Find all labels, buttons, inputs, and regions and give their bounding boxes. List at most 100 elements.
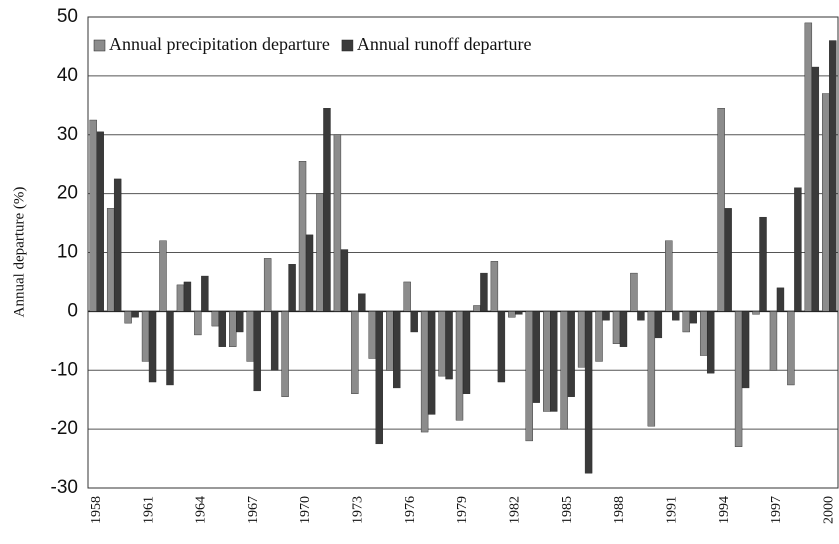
bar: [420, 311, 429, 433]
bar: [689, 311, 697, 324]
bar: [131, 311, 139, 318]
bar: [141, 311, 150, 362]
bar: [699, 311, 708, 356]
bar: [497, 311, 506, 383]
bar: [741, 311, 750, 389]
bar: [462, 311, 471, 395]
bar: [340, 249, 349, 312]
bar: [706, 311, 715, 374]
bar: [794, 187, 802, 312]
bar: [724, 208, 732, 312]
bar: [822, 93, 830, 312]
x-tick-label: 1988: [612, 496, 627, 524]
bar: [270, 311, 279, 371]
bar: [672, 311, 680, 321]
bar: [654, 311, 663, 339]
bar: [734, 311, 743, 447]
bar: [560, 311, 568, 430]
bar: [106, 208, 115, 312]
bar: [637, 311, 645, 321]
bar: [166, 311, 174, 386]
x-tick-label: 1970: [298, 496, 313, 524]
bar: [619, 311, 628, 347]
bar: [218, 311, 227, 347]
bar: [776, 287, 785, 312]
x-tick-label: 1991: [665, 496, 680, 524]
bar: [316, 193, 324, 312]
bar: [595, 311, 603, 362]
x-tick-label: 1961: [141, 496, 156, 524]
y-tick-label: -30: [51, 477, 78, 498]
legend-label: Annual runoff departure: [357, 34, 532, 54]
bar: [159, 240, 167, 312]
bar: [113, 178, 122, 312]
bar: [124, 311, 132, 324]
legend-label: Annual precipitation departure: [109, 34, 330, 54]
bar: [567, 311, 575, 397]
x-tick-label: 1973: [351, 496, 366, 524]
legend-swatch: [341, 39, 354, 52]
bar: [804, 22, 813, 312]
bar: [602, 311, 610, 321]
x-tick-label: 1979: [455, 496, 470, 524]
bar: [351, 311, 359, 395]
bar: [393, 311, 401, 389]
x-tick-label: 1976: [403, 496, 418, 524]
bar: [281, 311, 289, 397]
bar: [532, 311, 540, 403]
bar: [455, 311, 464, 421]
bar: [577, 311, 586, 368]
bar: [375, 311, 383, 445]
bar: [176, 284, 185, 312]
bar: [183, 281, 192, 312]
bar: [445, 311, 453, 380]
bar: [647, 311, 656, 427]
bar: [752, 311, 760, 315]
y-tick-label: 0: [67, 300, 78, 321]
y-tick-label: -10: [51, 359, 78, 380]
y-axis-label: Annual departure (%): [11, 187, 27, 318]
bar: [358, 293, 366, 312]
bar: [211, 311, 220, 327]
y-tick-label: -20: [51, 418, 78, 439]
bar: [829, 40, 837, 312]
bar: [473, 305, 481, 312]
bar: [288, 264, 296, 312]
bar: [201, 275, 209, 312]
bar: [89, 119, 97, 312]
bar: [665, 240, 673, 312]
bar: [333, 134, 342, 312]
bar: [323, 108, 331, 312]
bar: [253, 311, 261, 392]
y-tick-label: 40: [57, 65, 78, 86]
x-tick-label: 1994: [717, 496, 732, 524]
bar: [263, 258, 272, 312]
bar: [96, 131, 104, 312]
bar: [410, 311, 418, 333]
legend-swatch: [93, 39, 106, 52]
bar: [811, 66, 820, 312]
bar: [246, 311, 254, 362]
y-tick-label: 30: [57, 124, 78, 145]
x-tick-label: 1958: [89, 496, 104, 524]
bar: [368, 311, 376, 359]
x-tick-label: 1964: [194, 496, 209, 524]
bar: [525, 311, 533, 442]
bar: [515, 311, 523, 315]
bar: [480, 272, 488, 312]
bar: [386, 311, 394, 371]
y-tick-label: 50: [57, 6, 78, 27]
x-tick-label: 2000: [821, 496, 836, 524]
bar: [229, 311, 237, 347]
bar: [298, 161, 307, 312]
x-tick-label: 1985: [560, 496, 575, 524]
bar: [148, 311, 157, 383]
y-tick-label: 20: [57, 183, 78, 204]
bar: [490, 261, 499, 312]
bar: [717, 108, 725, 312]
bar: [543, 311, 551, 412]
bar: [508, 311, 516, 318]
bar: [236, 311, 244, 333]
x-tick-label: 1997: [769, 496, 784, 524]
